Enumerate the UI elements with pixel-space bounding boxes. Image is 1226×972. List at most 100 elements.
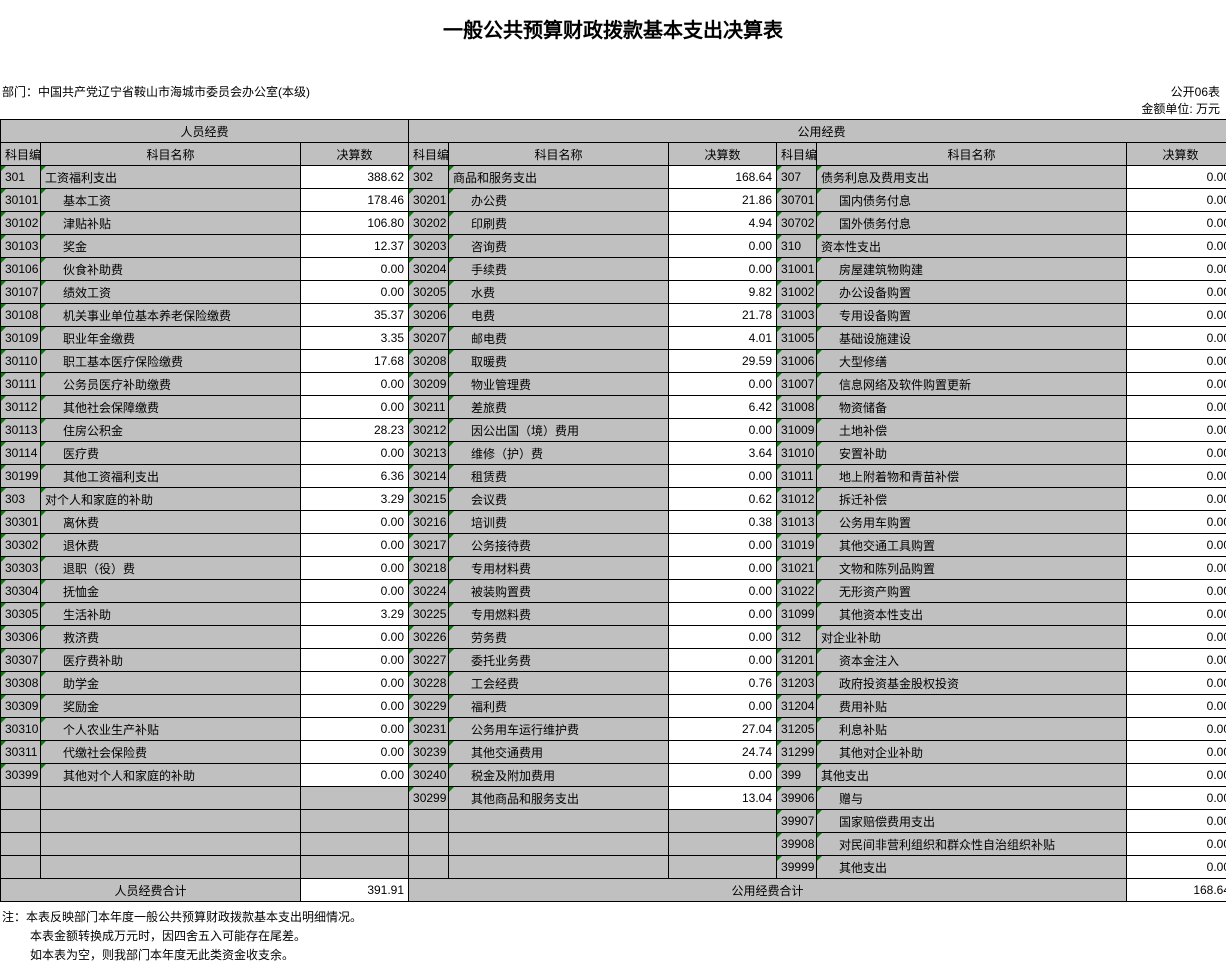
cell-code: 30102 <box>1 212 41 235</box>
cell-value: 0.00 <box>1127 166 1226 189</box>
table-row: 30301离休费0.0030216培训费0.3831013公务用车购置0.00 <box>1 511 1226 534</box>
cell-name: 维修（护）费 <box>449 442 669 465</box>
cell-name: 办公费 <box>449 189 669 212</box>
cell-value: 24.74 <box>669 741 777 764</box>
cell-name: 因公出国（境）费用 <box>449 419 669 442</box>
col-code-1: 科目编码 <box>1 143 41 166</box>
table-row: 30106伙食补助费0.0030204手续费0.0031001房屋建筑物购建0.… <box>1 258 1226 281</box>
cell-name <box>41 856 301 879</box>
cell-code: 30215 <box>409 488 449 511</box>
cell-code: 30202 <box>409 212 449 235</box>
cell-name: 奖金 <box>41 235 301 258</box>
cell-value: 0.00 <box>1127 189 1226 212</box>
cell-value: 0.00 <box>301 557 409 580</box>
cell-code: 30203 <box>409 235 449 258</box>
cell-name: 个人农业生产补贴 <box>41 718 301 741</box>
cell-value: 0.00 <box>1127 810 1226 833</box>
cell-code: 31011 <box>777 465 817 488</box>
cell-value: 0.00 <box>1127 695 1226 718</box>
cell-value: 0.00 <box>669 695 777 718</box>
cell-value: 0.00 <box>1127 327 1226 350</box>
total-value-public: 168.64 <box>1127 879 1226 902</box>
cell-code: 30113 <box>1 419 41 442</box>
cell-value: 0.00 <box>301 442 409 465</box>
cell-value: 0.00 <box>669 557 777 580</box>
cell-name: 其他对个人和家庭的补助 <box>41 764 301 787</box>
footnote-line: 注：本表反映部门本年度一般公共预算财政拨款基本支出明细情况。 <box>2 908 1224 927</box>
cell-name: 其他社会保障缴费 <box>41 396 301 419</box>
cell-name: 劳务费 <box>449 626 669 649</box>
cell-code: 30231 <box>409 718 449 741</box>
cell-code: 30204 <box>409 258 449 281</box>
cell-code: 31201 <box>777 649 817 672</box>
cell-code <box>1 833 41 856</box>
cell-name <box>41 810 301 833</box>
cell-name: 会议费 <box>449 488 669 511</box>
cell-code: 303 <box>1 488 41 511</box>
group-header-personnel: 人员经费 <box>1 120 409 143</box>
cell-code: 30240 <box>409 764 449 787</box>
cell-name: 商品和服务支出 <box>449 166 669 189</box>
cell-name: 大型修缮 <box>817 350 1127 373</box>
cell-name: 政府投资基金股权投资 <box>817 672 1127 695</box>
cell-code: 30224 <box>409 580 449 603</box>
cell-code: 30304 <box>1 580 41 603</box>
cell-value: 0.00 <box>301 281 409 304</box>
cell-code: 30108 <box>1 304 41 327</box>
cell-name: 拆迁补偿 <box>817 488 1127 511</box>
cell-code <box>1 787 41 810</box>
cell-value: 0.76 <box>669 672 777 695</box>
cell-name <box>41 787 301 810</box>
cell-value: 21.86 <box>669 189 777 212</box>
table-row: 30103奖金12.3730203咨询费0.00310资本性支出0.00 <box>1 235 1226 258</box>
cell-name: 专用燃料费 <box>449 603 669 626</box>
col-value-3: 决算数 <box>1127 143 1226 166</box>
cell-value: 0.00 <box>301 695 409 718</box>
cell-value: 0.00 <box>301 672 409 695</box>
cell-name: 房屋建筑物购建 <box>817 258 1127 281</box>
cell-name: 邮电费 <box>449 327 669 350</box>
cell-name: 债务利息及费用支出 <box>817 166 1127 189</box>
cell-value: 21.78 <box>669 304 777 327</box>
cell-name: 资本性支出 <box>817 235 1127 258</box>
cell-name: 工会经费 <box>449 672 669 695</box>
col-name-3: 科目名称 <box>817 143 1127 166</box>
cell-name: 对企业补助 <box>817 626 1127 649</box>
table-row: 30309奖励金0.0030229福利费0.0031204费用补贴0.00 <box>1 695 1226 718</box>
cell-value: 17.68 <box>301 350 409 373</box>
cell-code: 30106 <box>1 258 41 281</box>
cell-code: 39908 <box>777 833 817 856</box>
table-row: 30112其他社会保障缴费0.0030211差旅费6.4231008物资储备0.… <box>1 396 1226 419</box>
cell-code: 30399 <box>1 764 41 787</box>
cell-value: 0.00 <box>1127 833 1226 856</box>
table-row: 30306救济费0.0030226劳务费0.00312对企业补助0.00 <box>1 626 1226 649</box>
cell-code: 30310 <box>1 718 41 741</box>
cell-code: 31002 <box>777 281 817 304</box>
cell-code: 31003 <box>777 304 817 327</box>
cell-name: 伙食补助费 <box>41 258 301 281</box>
header-row-1: 人员经费 公用经费 <box>1 120 1226 143</box>
cell-value: 0.00 <box>1127 603 1226 626</box>
cell-code: 30213 <box>409 442 449 465</box>
cell-value <box>301 810 409 833</box>
cell-value: 0.00 <box>1127 488 1226 511</box>
cell-name: 信息网络及软件购置更新 <box>817 373 1127 396</box>
table-row: 30107绩效工资0.0030205水费9.8231002办公设备购置0.00 <box>1 281 1226 304</box>
cell-value: 0.00 <box>1127 741 1226 764</box>
cell-name: 公务接待费 <box>449 534 669 557</box>
col-value-2: 决算数 <box>669 143 777 166</box>
cell-value: 0.00 <box>1127 419 1226 442</box>
cell-code: 30207 <box>409 327 449 350</box>
cell-value: 0.00 <box>1127 764 1226 787</box>
col-code-3: 科目编码 <box>777 143 817 166</box>
cell-name: 其他工资福利支出 <box>41 465 301 488</box>
cell-code <box>1 810 41 833</box>
cell-name: 绩效工资 <box>41 281 301 304</box>
cell-value: 0.00 <box>669 465 777 488</box>
cell-value: 0.00 <box>301 511 409 534</box>
cell-code: 30228 <box>409 672 449 695</box>
cell-code: 31022 <box>777 580 817 603</box>
cell-name: 对个人和家庭的补助 <box>41 488 301 511</box>
footnote-line: 如本表为空，则我部门本年度无此类资金收支余。 <box>2 946 1224 965</box>
cell-value: 0.00 <box>1127 465 1226 488</box>
